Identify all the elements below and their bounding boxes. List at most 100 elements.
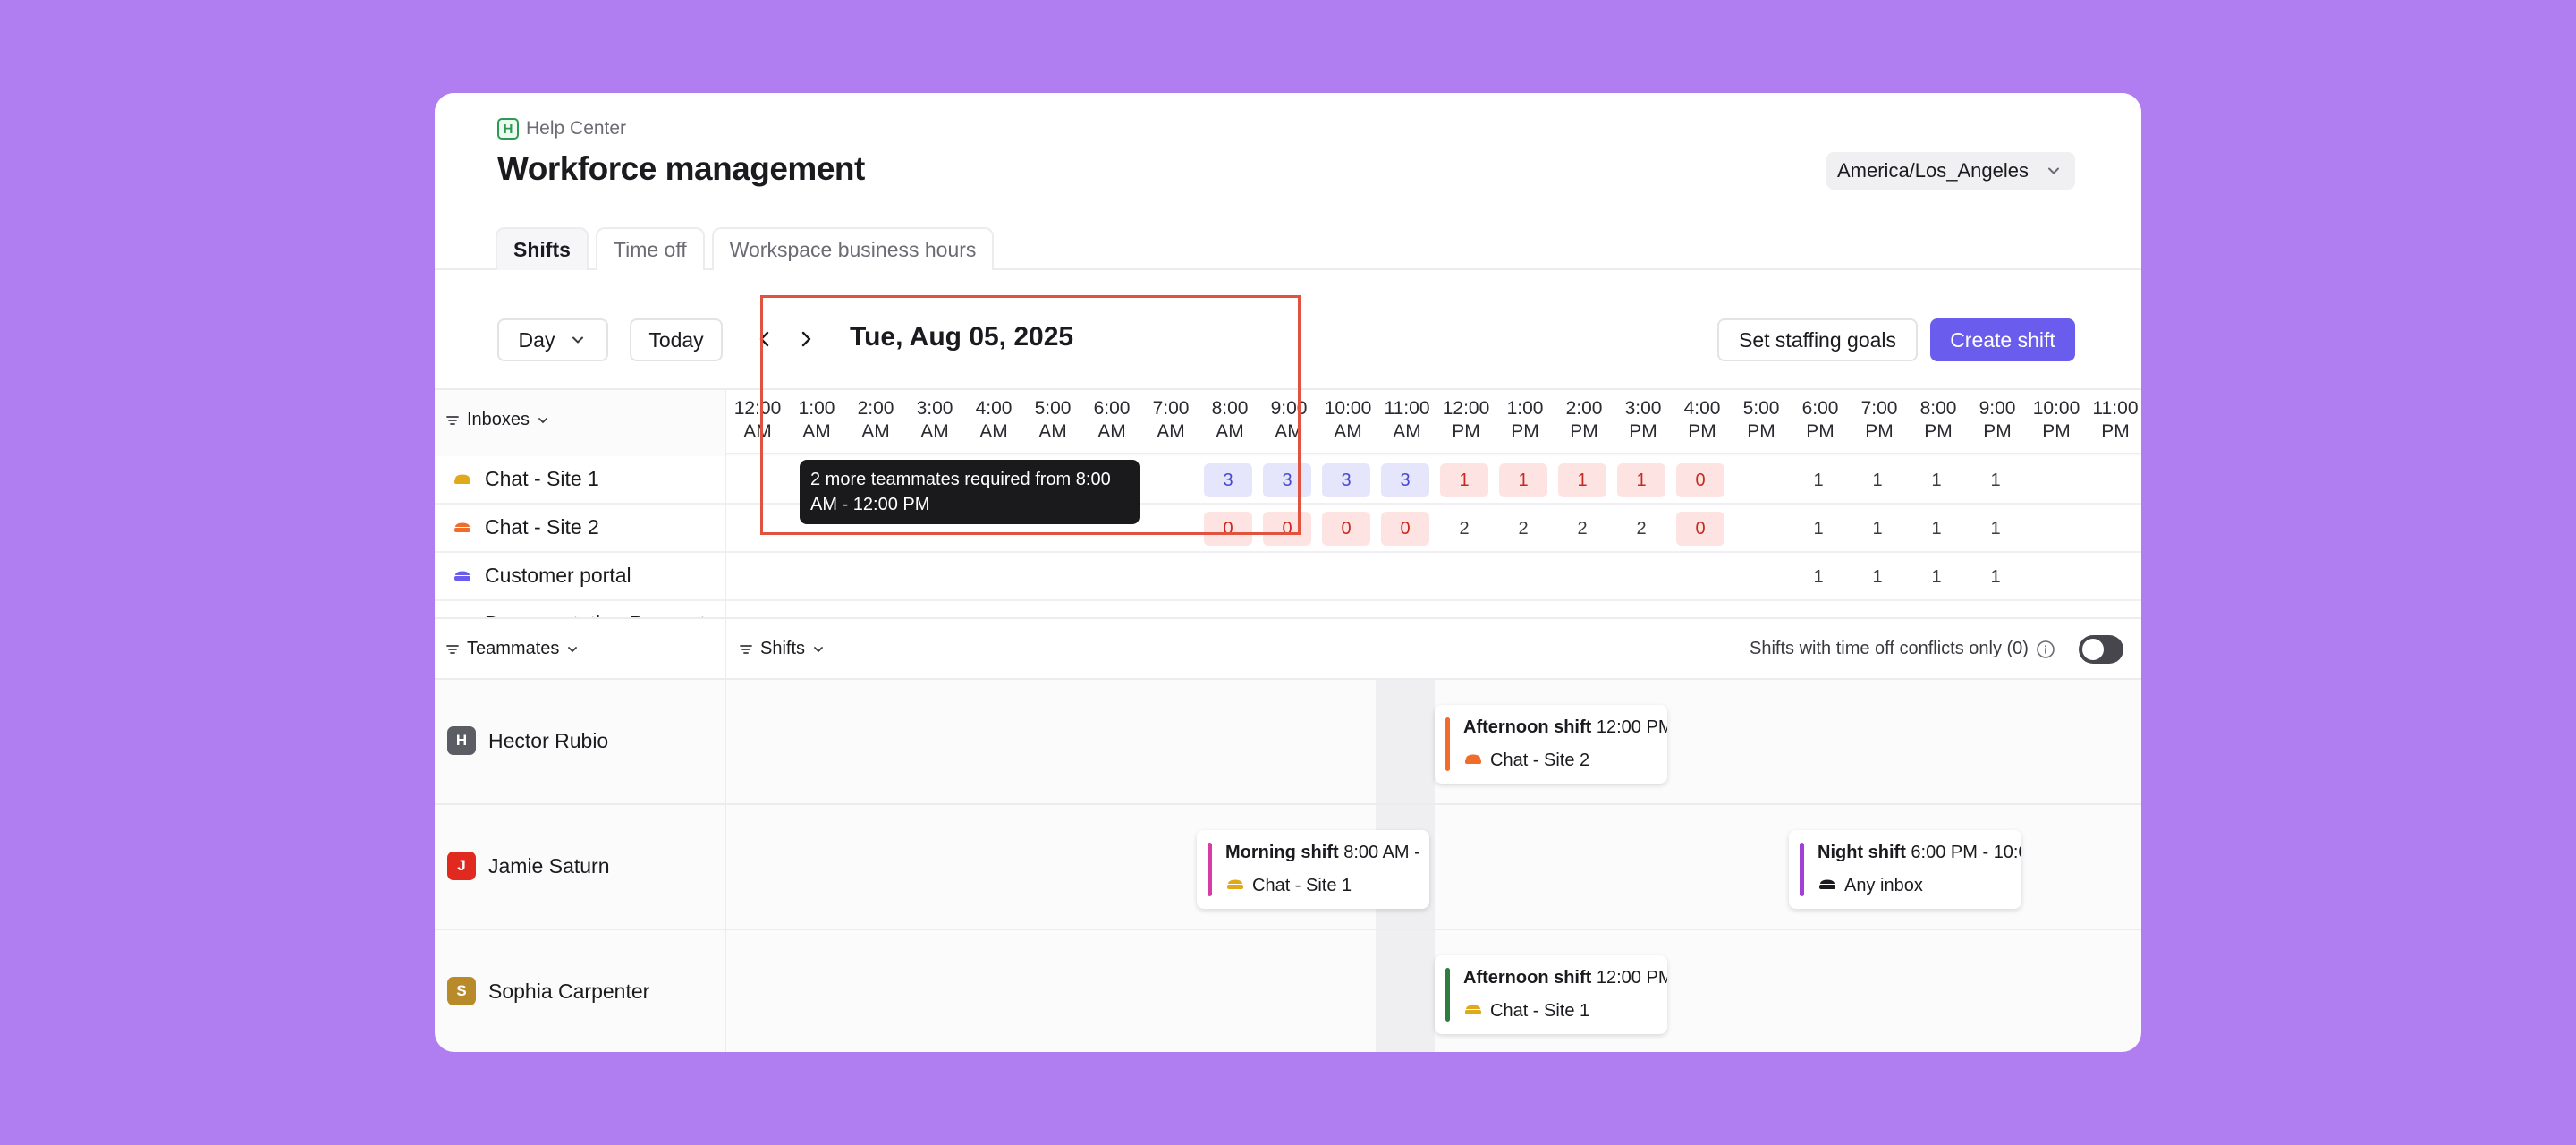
inbox-name[interactable]: Chat - Site 2 <box>453 515 599 539</box>
shift-card[interactable]: Morning shift 8:00 AM - Chat - Site 1 <box>1197 830 1429 909</box>
hour-period: PM <box>1747 421 1775 442</box>
hour-period: AM <box>1275 421 1303 442</box>
hour-time: 1:00 <box>1506 398 1544 419</box>
hour-period: AM <box>1216 421 1244 442</box>
teammate-row: J Jamie Saturn <box>435 805 2141 930</box>
hour-label: 10:00 AM <box>1318 397 1377 444</box>
staffing-cell[interactable]: 3 <box>1263 463 1311 497</box>
inboxes-filter[interactable]: Inboxes <box>445 410 549 430</box>
hour-time: 7:00 <box>1860 398 1898 419</box>
staffing-cell[interactable]: 1 <box>1931 470 1942 490</box>
staffing-cell[interactable]: 2 <box>1518 518 1529 539</box>
inbox-icon <box>1818 875 1837 896</box>
hour-period: PM <box>1688 421 1716 442</box>
tab-time-off[interactable]: Time off <box>595 227 705 270</box>
inbox-name[interactable]: Customer portal <box>453 564 631 588</box>
staffing-cell[interactable]: 1 <box>1813 566 1824 587</box>
staffing-cell[interactable]: 1 <box>1440 463 1488 497</box>
shift-inbox: Chat - Site 1 <box>1225 875 1352 896</box>
set-staffing-goals-button[interactable]: Set staffing goals <box>1717 318 1918 361</box>
staffing-cell[interactable]: 2 <box>1459 518 1470 539</box>
hour-time: 8:00 <box>1919 398 1957 419</box>
hour-label: 9:00 PM <box>1968 397 2027 444</box>
staffing-cell[interactable]: 1 <box>1931 566 1942 587</box>
hour-time: 6:00 <box>1801 398 1839 419</box>
tab-shifts[interactable]: Shifts <box>496 227 589 270</box>
staffing-cell[interactable]: 1 <box>1872 470 1883 490</box>
staffing-cell[interactable]: 1 <box>1813 518 1824 539</box>
chevron-down-icon <box>572 336 584 344</box>
hour-label: 5:00 AM <box>1023 397 1082 444</box>
shift-name: Afternoon shift <box>1463 968 1592 988</box>
staffing-cell[interactable]: 0 <box>1263 512 1311 546</box>
staffing-cell[interactable]: 1 <box>1872 566 1883 587</box>
tab-workspace-business-hours[interactable]: Workspace business hours <box>711 227 995 270</box>
hour-time: 9:00 <box>1979 398 2016 419</box>
filter-icon <box>446 415 459 425</box>
create-shift-button[interactable]: Create shift <box>1930 318 2075 361</box>
hour-time: 12:00 <box>1442 398 1490 419</box>
shift-card[interactable]: Night shift 6:00 PM - 10:0 Any inbox <box>1789 830 2021 909</box>
today-button[interactable]: Today <box>630 318 723 361</box>
staffing-cell[interactable]: 1 <box>1990 470 2001 490</box>
hour-period: PM <box>1511 421 1539 442</box>
staffing-cell[interactable]: 1 <box>1499 463 1547 497</box>
next-day-button[interactable] <box>792 326 819 352</box>
shift-card[interactable]: Afternoon shift 12:00 PM Chat - Site 2 <box>1435 705 1667 784</box>
hour-header: 12:00 AM 1:00 AM 2:00 AM 3:00 AM 4:00 AM 5:00 AM 6:0… <box>726 390 2141 454</box>
shift-card[interactable]: Afternoon shift 12:00 PM Chat - Site 1 <box>1435 955 1667 1034</box>
view-select[interactable]: Day <box>497 318 608 361</box>
hour-label: 12:00 AM <box>728 397 787 444</box>
hour-label: 1:00 AM <box>787 397 846 444</box>
staffing-cell[interactable]: 1 <box>1990 518 2001 539</box>
teammate-name[interactable]: H Hector Rubio <box>447 726 608 755</box>
hour-label: 3:00 PM <box>1614 397 1673 444</box>
hour-time: 12:00 <box>733 398 782 419</box>
timezone-select[interactable]: America/Los_Angeles <box>1826 152 2075 190</box>
info-icon[interactable] <box>2036 640 2055 659</box>
staffing-cell[interactable]: 3 <box>1322 463 1370 497</box>
teammate-name[interactable]: J Jamie Saturn <box>447 852 610 880</box>
staffing-cell[interactable]: 1 <box>1931 518 1942 539</box>
staffing-cell[interactable]: 2 <box>1577 518 1588 539</box>
conflicts-toggle-text: Shifts with time off conflicts only (0) <box>1750 639 2029 658</box>
shifts-filter[interactable]: Shifts <box>739 639 825 659</box>
inbox-label: Chat - Site 1 <box>485 467 599 490</box>
shift-title: Night shift 6:00 PM - 10:0 <box>1818 843 2021 863</box>
shifts-filter-label: Shifts <box>760 639 806 658</box>
breadcrumb-label[interactable]: Help Center <box>526 118 627 139</box>
tab-bar: Shifts Time off Workspace business hours <box>496 227 995 270</box>
staffing-cell[interactable]: 3 <box>1381 463 1429 497</box>
staffing-cell[interactable]: 1 <box>1813 470 1824 490</box>
staffing-cell[interactable]: 0 <box>1204 512 1252 546</box>
conflicts-toggle-switch[interactable] <box>2079 635 2123 664</box>
hour-period: AM <box>979 421 1008 442</box>
hour-label: 6:00 PM <box>1791 397 1850 444</box>
staffing-tooltip: 2 more teammates required from 8:00 AM -… <box>800 460 1140 524</box>
inbox-name[interactable]: Chat - Site 1 <box>453 467 599 491</box>
staffing-cell[interactable]: 0 <box>1676 512 1724 546</box>
teammate-name[interactable]: S Sophia Carpenter <box>447 977 649 1005</box>
shift-inbox-label: Chat - Site 1 <box>1490 1000 1590 1021</box>
staffing-cell[interactable]: 1 <box>1872 518 1883 539</box>
staffing-cell[interactable]: 0 <box>1381 512 1429 546</box>
teammates-filter[interactable]: Teammates <box>445 639 579 659</box>
teammate-label: Sophia Carpenter <box>488 979 650 1003</box>
staffing-cell[interactable]: 1 <box>1990 566 2001 587</box>
shift-time: 8:00 AM - <box>1338 843 1420 862</box>
staffing-cell[interactable]: 2 <box>1636 518 1647 539</box>
staffing-cell[interactable]: 3 <box>1204 463 1252 497</box>
staffing-cell[interactable]: 0 <box>1322 512 1370 546</box>
inbox-icon <box>1463 1000 1483 1022</box>
staffing-cell[interactable]: 1 <box>1617 463 1665 497</box>
breadcrumb[interactable]: H Help Center <box>497 118 626 140</box>
inbox-label: Chat - Site 2 <box>485 515 599 539</box>
staffing-cell[interactable]: 1 <box>1558 463 1606 497</box>
shift-inbox: Chat - Site 1 <box>1463 1000 1589 1022</box>
current-date: Tue, Aug 05, 2025 <box>850 322 1074 352</box>
shift-time: 12:00 PM <box>1591 968 1667 988</box>
hour-period: PM <box>1865 421 1894 442</box>
staffing-cell[interactable]: 0 <box>1676 463 1724 497</box>
timezone-value: America/Los_Angeles <box>1837 159 2029 182</box>
